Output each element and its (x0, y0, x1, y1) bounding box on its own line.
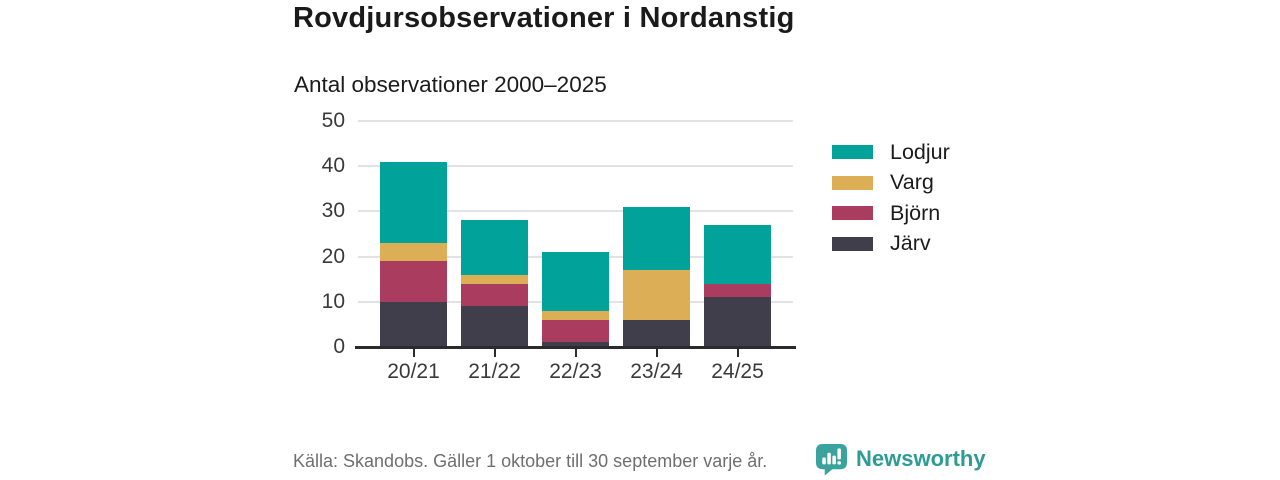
x-axis-tick-label: 21/22 (468, 360, 521, 383)
bar-segment-21-22-varg[interactable] (461, 274, 528, 284)
y-axis-tick-label: 40 (321, 154, 345, 178)
legend-item-lodjur: Lodjur (832, 137, 950, 168)
chart-subtitle: Antal observationer 2000–2025 (294, 72, 607, 97)
legend-swatch-björn (832, 206, 873, 221)
y-axis-tick-label: 0 (333, 335, 345, 358)
legend-label: Varg (890, 170, 934, 195)
legend-swatch-varg (832, 175, 873, 190)
x-axis-tick (574, 348, 577, 357)
newsworthy-bubble-chart-icon (815, 443, 848, 476)
x-axis-tick (736, 348, 739, 357)
legend-label: Björn (890, 200, 941, 225)
legend-item-björn: Björn (832, 198, 950, 229)
bar-segment-23-24-lodjur[interactable] (623, 206, 690, 271)
legend: Lodjur Varg Björn Järv (832, 137, 950, 259)
newsworthy-wordmark: Newsworthy (856, 446, 986, 471)
gridline (358, 165, 793, 168)
gridline (358, 120, 793, 123)
source-note: Källa: Skandobs. Gäller 1 oktober till 3… (293, 451, 768, 471)
y-axis-tick-label: 50 (321, 109, 345, 132)
bar-segment-20-21-björn[interactable] (380, 261, 447, 302)
bar-segment-23-24-varg[interactable] (623, 270, 690, 320)
bar-segment-20-21-varg[interactable] (380, 243, 447, 262)
bar-segment-24-25-lodjur[interactable] (704, 224, 771, 284)
y-axis-tick-label: 20 (321, 244, 345, 268)
plot-area: 0 10 20 30 40 50 20/21 21/22 22/23 23/24 24/25 (322, 110, 796, 383)
bar-segment-21-22-järv[interactable] (461, 306, 528, 347)
legend-swatch-järv (832, 236, 873, 251)
bar-segment-22-23-lodjur[interactable] (542, 252, 609, 311)
bar-segment-22-23-björn[interactable] (542, 319, 609, 343)
bar-segment-20-21-lodjur[interactable] (380, 161, 447, 244)
x-axis-tick (655, 348, 658, 357)
chart-title: Rovdjursobservationer i Nordanstig (293, 2, 795, 34)
legend-label: Lodjur (890, 139, 950, 164)
x-axis-tick (493, 348, 496, 357)
y-axis-tick-label: 10 (321, 289, 345, 313)
x-axis-tick-label: 20/21 (387, 360, 440, 383)
bar-segment-22-23-varg[interactable] (542, 310, 609, 320)
bar-segment-21-22-lodjur[interactable] (461, 220, 528, 275)
bar-segment-24-25-björn[interactable] (704, 283, 771, 298)
x-axis-line (355, 345, 796, 349)
x-axis-tick-label: 23/24 (630, 360, 683, 383)
newsworthy-logo[interactable]: Newsworthy (815, 442, 986, 476)
legend-item-varg: Varg (832, 168, 950, 199)
gridline (358, 210, 793, 213)
bar-segment-20-21-järv[interactable] (380, 301, 447, 347)
y-axis-tick-label: 30 (321, 199, 345, 223)
x-axis-tick (412, 348, 415, 357)
bar-segment-23-24-järv[interactable] (623, 319, 690, 347)
bar-segment-21-22-björn[interactable] (461, 283, 528, 307)
bar-segment-22-23-järv[interactable] (542, 342, 609, 347)
legend-swatch-lodjur (832, 145, 873, 160)
x-axis-tick-label: 24/25 (711, 360, 764, 383)
bar-segment-24-25-järv[interactable] (704, 297, 771, 347)
legend-item-järv: Järv (832, 229, 950, 260)
x-axis-tick-label: 22/23 (549, 360, 602, 383)
legend-label: Järv (890, 231, 931, 256)
